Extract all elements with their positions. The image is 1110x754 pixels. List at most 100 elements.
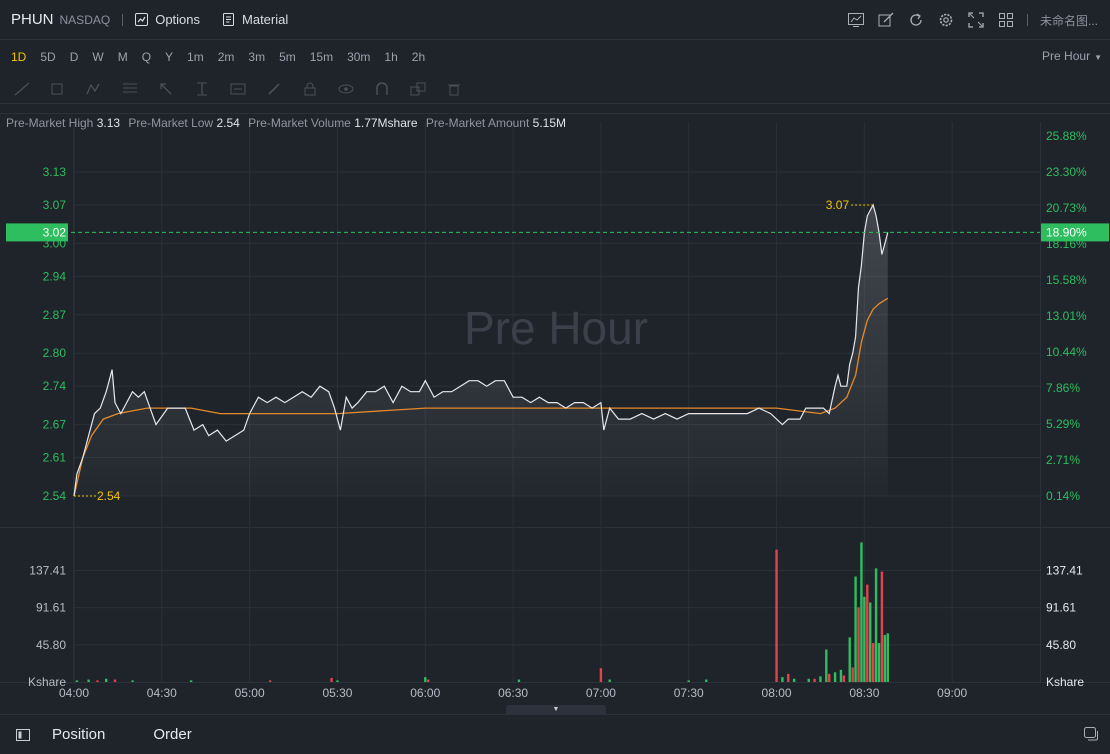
settings-gear-icon[interactable] [937, 11, 955, 29]
volume-bar [839, 669, 843, 682]
trend-line-tool-icon[interactable] [14, 82, 30, 96]
volume-bar [336, 680, 339, 682]
volume-bar [863, 596, 866, 682]
link-icon[interactable] [410, 82, 426, 96]
measure-tool-icon[interactable] [194, 82, 210, 96]
volume-tick-left: 137.41 [29, 563, 66, 577]
volume-bar [866, 584, 869, 682]
last-percent-label: 18.90% [1046, 225, 1087, 239]
timeframe-1d[interactable]: 1D [11, 50, 27, 64]
text-note-tool-icon[interactable] [230, 82, 246, 96]
panel-collapse-handle[interactable]: ▼ [506, 705, 606, 714]
timeframe-m[interactable]: M [117, 50, 128, 64]
time-tick-label: 05:00 [235, 686, 265, 700]
price-tick-label: 2.67 [43, 418, 67, 432]
volume-tick-left: Kshare [28, 675, 66, 689]
material-button[interactable]: Material [222, 12, 288, 27]
caret-down-icon: ▼ [1094, 53, 1102, 62]
premarket-volume-value: 1.77Mshare [354, 116, 418, 130]
volume-tick-right: 45.80 [1046, 638, 1076, 652]
tab-order[interactable]: Order [153, 726, 192, 743]
price-tick-label: 2.80 [43, 346, 67, 360]
refresh-icon[interactable] [907, 11, 925, 29]
percent-tick-label: 13.01% [1046, 309, 1087, 323]
volume-bar [813, 678, 816, 682]
volume-tick-right: 137.41 [1046, 563, 1083, 577]
volume-bar [189, 680, 193, 682]
volume-tick-left: 91.61 [36, 601, 66, 615]
indicator-icon[interactable] [847, 11, 865, 29]
timeframe-2h[interactable]: 2h [411, 50, 426, 64]
time-tick-label: 04:30 [147, 686, 177, 700]
time-tick-label: 08:00 [762, 686, 792, 700]
timeframe-30m[interactable]: 30m [347, 50, 371, 64]
tab-position[interactable]: Position [52, 726, 106, 743]
layout-name-dropdown[interactable]: 未命名图... [1039, 13, 1098, 28]
lock-icon[interactable] [302, 82, 318, 96]
volume-bar [869, 602, 872, 682]
price-area-fill [74, 204, 888, 496]
material-label: Material [242, 12, 289, 27]
average-price-line [73, 297, 889, 497]
trash-icon[interactable] [446, 82, 462, 96]
volume-bar [842, 675, 846, 682]
rectangle-tool-icon[interactable] [50, 82, 66, 96]
divider [1026, 14, 1028, 26]
arrow-tool-icon[interactable] [158, 82, 174, 96]
timeframe-3m[interactable]: 3m [248, 50, 266, 64]
max-price-marker: 3.07 [826, 198, 850, 212]
timeframe-5m[interactable]: 5m [279, 50, 296, 64]
timeframe-5d[interactable]: 5D [40, 50, 56, 64]
volume-bar [517, 679, 521, 682]
timeframe-2m[interactable]: 2m [217, 50, 235, 64]
magnet-icon[interactable] [374, 81, 390, 96]
volume-bar [825, 649, 828, 682]
top-right-tools: 未命名图... [847, 0, 1110, 40]
symbol-name[interactable]: PHUN [11, 11, 54, 28]
timeframe-w[interactable]: W [92, 50, 104, 64]
chat-icon[interactable] [1084, 727, 1098, 741]
percent-tick-label: 10.44% [1046, 345, 1087, 359]
panel-toggle-icon[interactable] [16, 728, 30, 741]
timeframe-1h[interactable]: 1h [384, 50, 398, 64]
volume-tick-right: 91.61 [1046, 601, 1076, 615]
timeframe-d[interactable]: D [69, 50, 79, 64]
premarket-amount-label: Pre-Market Amount [425, 116, 530, 130]
percent-tick-label: 18.16% [1046, 237, 1087, 251]
premarket-high-label: Pre-Market High [6, 116, 94, 130]
volume-bar [427, 679, 430, 682]
percent-tick-label: 15.58% [1046, 273, 1087, 287]
timeframe-q[interactable]: Q [141, 50, 152, 64]
pattern-tool-icon[interactable] [86, 82, 102, 96]
price-chart[interactable]: Pre Hour 3.02 18.90% 3.07 2.54 3.13 3.07 3.00… [0, 104, 1110, 704]
premarket-low-label: Pre-Market Low [128, 116, 214, 130]
premarket-high-value: 3.13 [96, 116, 121, 130]
bottom-panel-bar: Position Order [0, 714, 1110, 754]
fullscreen-icon[interactable] [967, 11, 985, 29]
session-select-label: Pre Hour [1042, 49, 1091, 63]
timeframe-15m[interactable]: 15m [309, 50, 334, 64]
layout-grid-icon[interactable] [997, 11, 1015, 29]
session-select[interactable]: Pre Hour ▼ [1042, 49, 1102, 63]
percent-tick-label: 25.88% [1046, 129, 1087, 143]
eye-icon[interactable] [338, 82, 354, 96]
volume-bar [807, 678, 810, 682]
pencil-tool-icon[interactable] [266, 82, 282, 96]
time-tick-label: 09:00 [937, 686, 967, 700]
volume-bar [268, 680, 272, 682]
premarket-amount-value: 5.15M [532, 116, 566, 130]
volume-bar [113, 679, 117, 682]
percent-tick-label: 7.86% [1046, 381, 1080, 395]
fibonacci-tool-icon[interactable] [122, 82, 138, 96]
price-tick-label: 2.74 [43, 379, 67, 393]
timeframe-1m[interactable]: 1m [187, 50, 204, 64]
options-button[interactable]: Options [135, 12, 200, 27]
draw-pen-icon[interactable] [877, 11, 895, 29]
volume-bar [75, 680, 79, 682]
time-tick-label: 05:30 [322, 686, 352, 700]
volume-bar [792, 678, 796, 682]
timeframe-y[interactable]: Y [165, 50, 174, 64]
volume-bar [705, 679, 708, 682]
price-tick-label: 2.87 [43, 308, 67, 322]
premarket-low-value: 2.54 [216, 116, 240, 130]
